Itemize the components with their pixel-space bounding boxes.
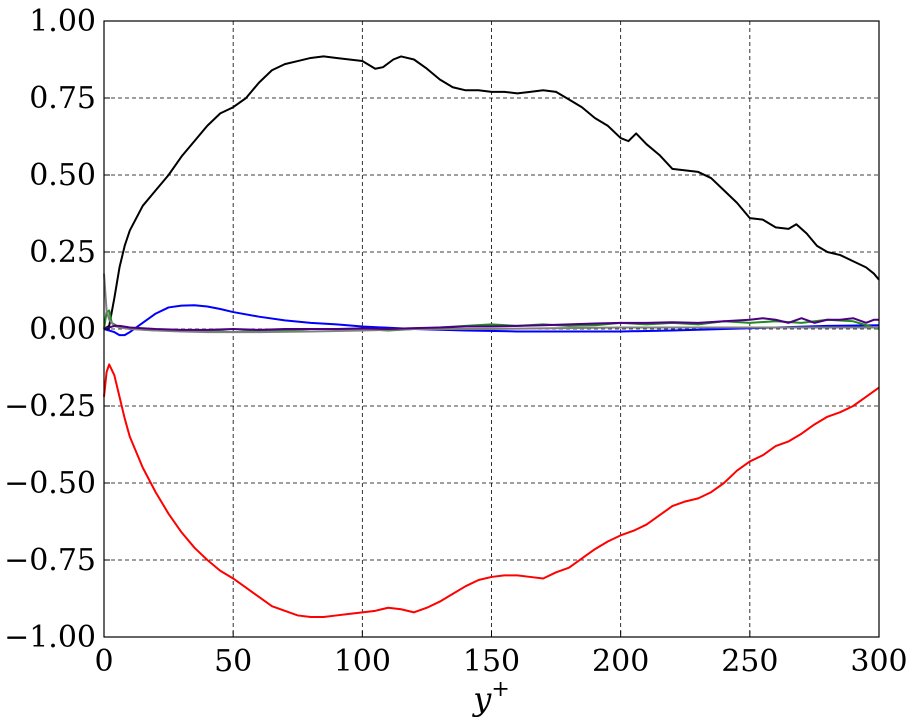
y-tick-label: −0.75 — [4, 543, 96, 578]
y-tick-label: 0.50 — [29, 158, 96, 193]
series-lines — [103, 55, 880, 618]
series-line-2 — [103, 363, 880, 618]
y-tick-label: −0.25 — [4, 389, 96, 424]
series-line-6 — [103, 317, 879, 331]
x-tick-label: 250 — [721, 644, 778, 679]
y-tick-label: 0.00 — [29, 312, 96, 347]
x-tick-label: 300 — [850, 644, 907, 679]
axis-ticks: 0 50 100 150 200 250 300 −1.00 −0.75 −0.50 −0.25 0.… — [4, 4, 908, 679]
x-axis-label-base: y — [471, 680, 492, 718]
grid — [104, 21, 879, 637]
x-axis-label-superscript: + — [491, 677, 509, 702]
x-tick-label: 100 — [334, 644, 391, 679]
y-tick-label: −1.00 — [4, 620, 96, 655]
y-tick-label: 0.75 — [29, 81, 96, 116]
x-tick-label: 50 — [214, 644, 252, 679]
x-tick-label: 0 — [94, 644, 113, 679]
y-tick-label: 1.00 — [29, 4, 96, 39]
y-tick-label: 0.25 — [29, 235, 96, 270]
series-line-3 — [103, 304, 880, 337]
x-tick-label: 200 — [592, 644, 649, 679]
series-line-5 — [103, 273, 879, 334]
y-tick-label: −0.50 — [4, 466, 96, 501]
x-tick-label: 150 — [463, 644, 520, 679]
x-axis-label: y+ — [471, 677, 510, 718]
series-line-1 — [103, 55, 880, 330]
